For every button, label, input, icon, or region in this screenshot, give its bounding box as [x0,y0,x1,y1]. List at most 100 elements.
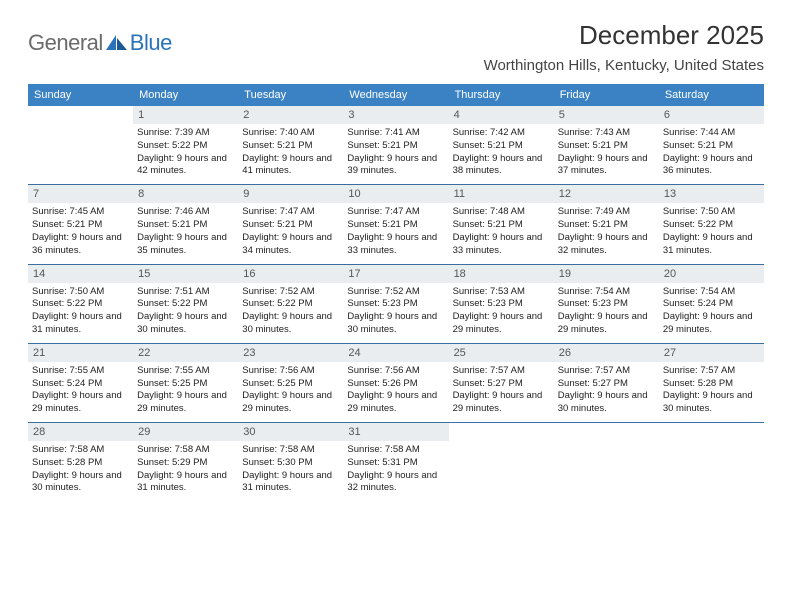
calendar-cell: 11 Sunrise: 7:48 AMSunset: 5:21 PMDayligh… [449,185,554,263]
day-number: 14 [28,265,133,283]
sunset-text: Sunset: 5:21 PM [453,140,550,153]
sunset-text: Sunset: 5:22 PM [663,219,760,232]
sunset-text: Sunset: 5:21 PM [347,219,444,232]
daylight-text: Daylight: 9 hours and 31 minutes. [242,470,339,496]
daylight-text: Daylight: 9 hours and 41 minutes. [242,153,339,179]
calendar-cell: 19Sunrise: 7:54 AMSunset: 5:23 PMDayligh… [554,265,659,343]
day-number: 31 [343,423,448,441]
sunrise-text: Sunrise: 7:48 AM [453,206,550,219]
week-row: 7Sunrise: 7:45 AMSunset: 5:21 PMDaylight… [28,185,764,264]
sunset-text: Sunset: 5:21 PM [663,140,760,153]
daylight-text: Daylight: 9 hours and 30 minutes. [558,390,655,416]
sunrise-text: Sunrise: 7:39 AM [137,127,234,140]
sunset-text: Sunset: 5:21 PM [558,140,655,153]
logo-text-general: General [28,30,103,56]
page-header: General Blue December 2025 Worthington H… [28,20,764,74]
sunrise-text: Sunrise: 7:58 AM [242,444,339,457]
calendar-cell [28,106,133,184]
daylight-text: Daylight: 9 hours and 36 minutes. [32,232,129,258]
sunset-text: Sunset: 5:22 PM [242,298,339,311]
day-headers-row: Sunday Monday Tuesday Wednesday Thursday… [28,84,764,106]
daylight-text: Daylight: 9 hours and 33 minutes. [453,232,550,258]
calendar-cell: 13Sunrise: 7:50 AMSunset: 5:22 PMDayligh… [659,185,764,263]
calendar-cell: 17Sunrise: 7:52 AMSunset: 5:23 PMDayligh… [343,265,448,343]
sunset-text: Sunset: 5:21 PM [453,219,550,232]
day-number: 11 [449,185,554,203]
day-header-thu: Thursday [449,84,554,106]
sunset-text: Sunset: 5:21 PM [242,140,339,153]
sunrise-text: Sunrise: 7:50 AM [663,206,760,219]
sunrise-text: Sunrise: 7:50 AM [32,286,129,299]
calendar-cell: 25Sunrise: 7:57 AMSunset: 5:27 PMDayligh… [449,344,554,422]
calendar-cell: 15Sunrise: 7:51 AMSunset: 5:22 PMDayligh… [133,265,238,343]
day-number: 12 [554,185,659,203]
day-header-fri: Friday [554,84,659,106]
sunrise-text: Sunrise: 7:41 AM [347,127,444,140]
sunset-text: Sunset: 5:31 PM [347,457,444,470]
calendar-cell: 6Sunrise: 7:44 AMSunset: 5:21 PMDaylight… [659,106,764,184]
calendar-cell: 14Sunrise: 7:50 AMSunset: 5:22 PMDayligh… [28,265,133,343]
sunrise-text: Sunrise: 7:56 AM [242,365,339,378]
sunrise-text: Sunrise: 7:54 AM [663,286,760,299]
day-number: 5 [554,106,659,124]
calendar-cell [554,423,659,501]
day-number: 2 [238,106,343,124]
day-number: 23 [238,344,343,362]
calendar-cell: 12Sunrise: 7:49 AMSunset: 5:21 PMDayligh… [554,185,659,263]
day-number [28,106,133,124]
day-number: 25 [449,344,554,362]
sunset-text: Sunset: 5:27 PM [558,378,655,391]
day-number: 19 [554,265,659,283]
calendar-cell: 23Sunrise: 7:56 AMSunset: 5:25 PMDayligh… [238,344,343,422]
day-number: 1 [133,106,238,124]
daylight-text: Daylight: 9 hours and 31 minutes. [137,470,234,496]
daylight-text: Daylight: 9 hours and 29 minutes. [242,390,339,416]
daylight-text: Daylight: 9 hours and 30 minutes. [32,470,129,496]
sunset-text: Sunset: 5:30 PM [242,457,339,470]
sunrise-text: Sunrise: 7:43 AM [558,127,655,140]
sunrise-text: Sunrise: 7:42 AM [453,127,550,140]
sunrise-text: Sunrise: 7:51 AM [137,286,234,299]
sunset-text: Sunset: 5:28 PM [663,378,760,391]
sunrise-text: Sunrise: 7:52 AM [242,286,339,299]
daylight-text: Daylight: 9 hours and 38 minutes. [453,153,550,179]
daylight-text: Daylight: 9 hours and 29 minutes. [32,390,129,416]
calendar-cell: 22Sunrise: 7:55 AMSunset: 5:25 PMDayligh… [133,344,238,422]
day-number: 30 [238,423,343,441]
sunrise-text: Sunrise: 7:58 AM [137,444,234,457]
month-title: December 2025 [484,20,764,51]
day-number: 26 [554,344,659,362]
sunrise-text: Sunrise: 7:57 AM [663,365,760,378]
week-row: 28Sunrise: 7:58 AMSunset: 5:28 PMDayligh… [28,423,764,501]
day-number: 6 [659,106,764,124]
daylight-text: Daylight: 9 hours and 29 minutes. [663,311,760,337]
calendar-cell: 3Sunrise: 7:41 AMSunset: 5:21 PMDaylight… [343,106,448,184]
calendar-cell: 5Sunrise: 7:43 AMSunset: 5:21 PMDaylight… [554,106,659,184]
logo-text-blue: Blue [130,30,172,56]
day-number [449,423,554,441]
sunrise-text: Sunrise: 7:40 AM [242,127,339,140]
sunrise-text: Sunrise: 7:57 AM [453,365,550,378]
daylight-text: Daylight: 9 hours and 29 minutes. [558,311,655,337]
calendar-cell [659,423,764,501]
title-block: December 2025 Worthington Hills, Kentuck… [484,20,764,74]
location-text: Worthington Hills, Kentucky, United Stat… [484,57,764,74]
calendar-cell: 2 Sunrise: 7:40 AMSunset: 5:21 PMDaylight… [238,106,343,184]
calendar-cell: 30 Sunrise: 7:58 AMSunset: 5:30 PMDayligh… [238,423,343,501]
daylight-text: Daylight: 9 hours and 29 minutes. [453,390,550,416]
daylight-text: Daylight: 9 hours and 35 minutes. [137,232,234,258]
calendar-cell: 18Sunrise: 7:53 AMSunset: 5:23 PMDayligh… [449,265,554,343]
daylight-text: Daylight: 9 hours and 34 minutes. [242,232,339,258]
sunset-text: Sunset: 5:23 PM [558,298,655,311]
sunrise-text: Sunrise: 7:47 AM [242,206,339,219]
calendar-cell: 16Sunrise: 7:52 AMSunset: 5:22 PMDayligh… [238,265,343,343]
sunrise-text: Sunrise: 7:55 AM [137,365,234,378]
day-number: 3 [343,106,448,124]
sunrise-text: Sunrise: 7:57 AM [558,365,655,378]
daylight-text: Daylight: 9 hours and 29 minutes. [347,390,444,416]
logo-sail-icon [106,35,128,51]
day-header-sun: Sunday [28,84,133,106]
daylight-text: Daylight: 9 hours and 29 minutes. [137,390,234,416]
sunrise-text: Sunrise: 7:56 AM [347,365,444,378]
week-row: 21Sunrise: 7:55 AMSunset: 5:24 PMDayligh… [28,344,764,423]
